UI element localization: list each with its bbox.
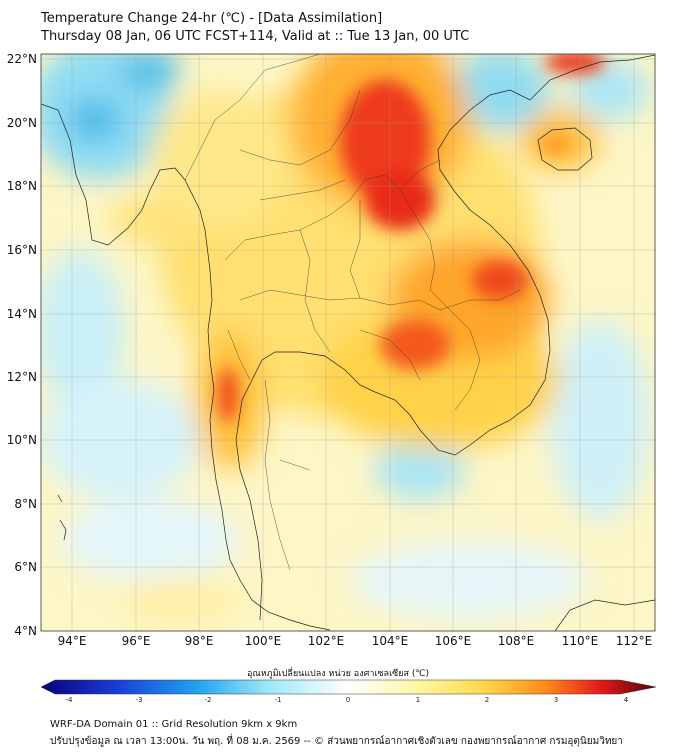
map-subtitle: Thursday 08 Jan, 06 UTC FCST+114, Valid … [41, 29, 470, 44]
lat-label: 6°N [14, 560, 37, 574]
colorbar-tick: 1 [416, 696, 420, 704]
temperature-field [41, 54, 655, 631]
lon-label: 102°E [308, 634, 345, 648]
lon-label: 100°E [245, 634, 282, 648]
lon-label: 110°E [562, 634, 599, 648]
lat-label: 18°N [7, 179, 37, 193]
coastlines [41, 54, 655, 631]
latitude-labels: 22°N 20°N 18°N 16°N 14°N 12°N 10°N 8°N 6… [7, 52, 37, 638]
map-frame [40, 53, 656, 632]
footer-model-info: WRF-DA Domain 01 :: Grid Resolution 9km … [50, 719, 298, 730]
lat-label: 22°N [7, 52, 37, 66]
colorbar-tick: 0 [346, 696, 350, 704]
lon-label: 112°E [616, 634, 653, 648]
colorbar-tick: -3 [136, 696, 143, 704]
map-title: Temperature Change 24-hr (℃) - [Data Ass… [41, 11, 383, 26]
colorbar-tick: 2 [485, 696, 489, 704]
lon-label: 106°E [435, 634, 472, 648]
colorbar-tick: -2 [205, 696, 212, 704]
lon-label: 94°E [58, 634, 87, 648]
lat-label: 8°N [14, 497, 37, 511]
graticule [41, 54, 655, 631]
lat-label: 14°N [7, 307, 37, 321]
lat-label: 4°N [14, 624, 37, 638]
footer-credit: ปรับปรุงข้อมูล ณ เวลา 13:00น. วัน พฤ. ที… [50, 736, 623, 747]
lat-label: 20°N [7, 116, 37, 130]
colorbar-bar [40, 679, 657, 695]
lat-label: 12°N [7, 370, 37, 384]
colorbar-title: อุณหภูมิเปลี่ยนแปลง หน่วย องศาเซลเซียส (… [246, 669, 430, 679]
lon-label: 96°E [122, 634, 151, 648]
lat-label: 16°N [7, 243, 37, 257]
longitude-labels: 94°E 96°E 98°E 100°E 102°E 104°E 106°E 1… [58, 634, 653, 648]
lon-label: 98°E [185, 634, 214, 648]
colorbar-tick: -1 [275, 696, 282, 704]
lat-label: 10°N [7, 433, 37, 447]
colorbar-tick: 3 [554, 696, 558, 704]
colorbar-tick: -4 [66, 696, 74, 704]
lon-label: 108°E [498, 634, 535, 648]
lon-label: 104°E [372, 634, 409, 648]
colorbar: -4 -3 -2 -1 0 1 2 3 4 [40, 679, 657, 704]
admin-borders [184, 54, 521, 571]
colorbar-tick: 4 [624, 696, 629, 704]
